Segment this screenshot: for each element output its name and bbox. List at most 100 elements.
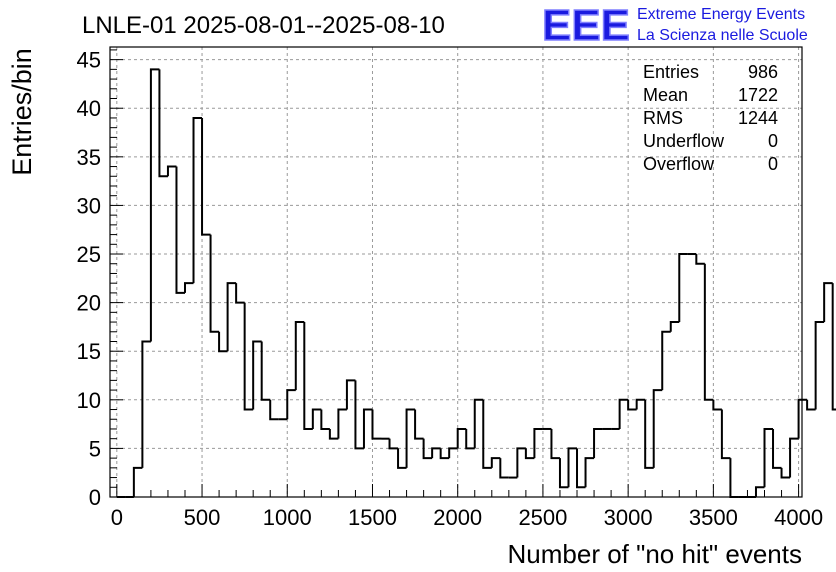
- histogram-bin: [141, 340, 151, 468]
- histogram-bin: [644, 399, 654, 469]
- histogram-bin: [831, 283, 836, 411]
- histogram-bin: [516, 447, 526, 478]
- histogram-bin: [490, 457, 501, 468]
- x-axis-label: Number of "no hit" events: [508, 539, 803, 569]
- x-tick-label: 2000: [433, 505, 482, 530]
- logo-line-1: Extreme Energy Events: [637, 6, 805, 23]
- stats-label: Overflow: [643, 154, 715, 174]
- x-tick-label: 1000: [263, 505, 312, 530]
- histogram-bin: [397, 448, 407, 469]
- histogram-bin: [422, 438, 433, 460]
- histogram-bin: [806, 399, 816, 411]
- y-tick-label: 20: [77, 291, 101, 316]
- histogram-bin: [669, 321, 680, 332]
- histogram-bin: [354, 380, 364, 450]
- histogram-bin: [414, 409, 424, 440]
- y-tick-label: 5: [89, 436, 101, 461]
- histogram-bin: [576, 448, 586, 489]
- x-tick-label: 500: [184, 505, 221, 530]
- y-tick-label: 45: [77, 48, 101, 73]
- histogram-bin: [593, 427, 603, 459]
- histogram-bin: [678, 253, 688, 323]
- x-tick-label: 4000: [774, 505, 823, 530]
- y-axis-label: Entries/bin: [7, 48, 37, 176]
- stats-label: Entries: [643, 62, 699, 82]
- histogram-bin: [328, 428, 339, 440]
- stats-label: RMS: [643, 108, 683, 128]
- histogram-bin: [311, 408, 322, 429]
- histogram-bin: [473, 398, 484, 449]
- histogram-bin: [823, 282, 833, 323]
- x-tick-label: 0: [111, 505, 123, 530]
- histogram-bin: [320, 409, 330, 430]
- y-tick-label: 30: [77, 193, 101, 218]
- histogram-bin: [558, 458, 569, 489]
- histogram-bin: [703, 263, 714, 401]
- x-tick-label: 1500: [348, 505, 397, 530]
- histogram-bin: [789, 437, 799, 478]
- histogram-bin: [431, 447, 441, 459]
- histogram-bin: [763, 427, 774, 488]
- histogram-bin: [439, 448, 450, 460]
- grid: [110, 47, 802, 497]
- histogram-bin: [772, 428, 782, 469]
- histogram-bin: [286, 389, 296, 420]
- y-tick-label: 25: [77, 242, 101, 267]
- histogram-bin: [695, 254, 705, 265]
- histogram-bin: [201, 117, 211, 236]
- stats-value: 1722: [738, 85, 778, 105]
- histogram-bin: [797, 398, 808, 439]
- stats-value: 0: [768, 131, 778, 151]
- histogram-bin: [720, 409, 731, 460]
- histogram-bin: [635, 398, 646, 410]
- stats-value: 1244: [738, 108, 778, 128]
- histogram-bin: [405, 408, 416, 468]
- histogram-bin: [218, 331, 228, 353]
- histogram-bin: [584, 457, 595, 488]
- histogram-bin: [183, 282, 194, 293]
- histogram-bin: [448, 447, 458, 459]
- histogram-bin: [729, 458, 739, 498]
- histogram-bin: [158, 69, 168, 178]
- histogram-bin: [209, 234, 220, 333]
- histogram-bin: [567, 447, 578, 488]
- axis-ticks: 0 500 1000 1500 2000 2500 3000 3500 400005101520…: [77, 48, 824, 530]
- histogram-bin: [524, 448, 535, 460]
- histogram-bin: [294, 321, 305, 391]
- histogram-bin: [345, 379, 356, 410]
- histogram-bin: [337, 408, 347, 439]
- plot-frame: [109, 46, 803, 498]
- y-tick-label: 0: [89, 485, 101, 510]
- histogram-bin: [456, 427, 467, 449]
- x-tick-label: 2500: [518, 505, 567, 530]
- histogram-bin: [618, 398, 629, 429]
- histogram-bin: [780, 467, 791, 479]
- stats-value: 0: [768, 154, 778, 174]
- histogram-bin: [465, 428, 475, 450]
- histogram: [116, 68, 836, 498]
- histogram-bin: [226, 282, 237, 352]
- stats-value: 986: [748, 62, 778, 82]
- y-tick-label: 10: [77, 388, 101, 413]
- histogram-bin: [533, 427, 543, 459]
- eee-logo: EEE Extreme Energy Events La Scienza nel…: [541, 0, 808, 51]
- histogram-bin: [235, 283, 245, 304]
- histogram-bin: [814, 321, 825, 410]
- histogram-bin: [243, 302, 254, 411]
- x-tick-label: 3000: [604, 505, 653, 530]
- histogram-bin: [303, 322, 313, 430]
- histogram-bin: [482, 399, 492, 469]
- histogram-bin: [166, 165, 177, 177]
- y-tick-label: 15: [77, 339, 101, 364]
- histogram-bin: [362, 408, 373, 449]
- histogram-bin: [754, 486, 765, 497]
- stats-label: Mean: [643, 85, 688, 105]
- x-tick-label: 3500: [689, 505, 738, 530]
- histogram-bin: [132, 466, 143, 497]
- histogram-bin: [652, 389, 663, 468]
- chart-title: LNLE-01 2025-08-01--2025-08-10: [82, 12, 445, 39]
- histogram-bin: [550, 428, 560, 460]
- y-tick-label: 40: [77, 96, 101, 121]
- histogram-bin: [252, 340, 262, 410]
